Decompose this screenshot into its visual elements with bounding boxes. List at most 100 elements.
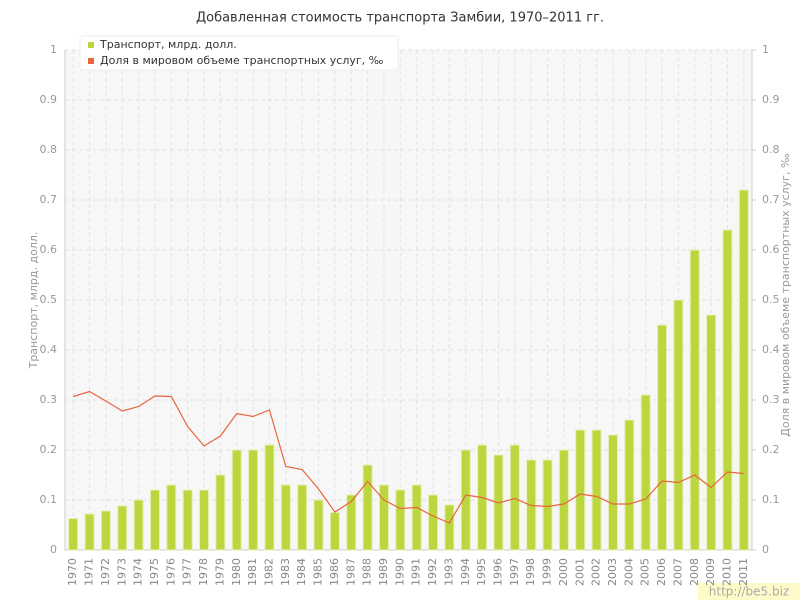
y-tick-label: 0.8 (40, 143, 58, 156)
bar (722, 229, 733, 551)
x-tick-label: 1990 (393, 558, 406, 586)
bar (346, 494, 357, 551)
x-tick-label: 1981 (246, 558, 259, 586)
bar (378, 484, 389, 551)
y2-tick-label: 0.3 (762, 393, 780, 406)
bar (411, 484, 422, 551)
bar (84, 513, 95, 551)
bar (248, 449, 259, 551)
bar (166, 484, 177, 551)
legend: Транспорт, млрд. долл. Доля в мировом объ… (79, 35, 399, 71)
x-tick-label: 1988 (361, 558, 374, 586)
legend-swatch (88, 42, 94, 48)
x-tick-label: 1997 (508, 558, 521, 586)
y-tick-label: 0.9 (40, 93, 58, 106)
watermark-bg (698, 583, 800, 600)
bar (673, 299, 684, 551)
legend-swatch (88, 58, 94, 64)
y-tick-label: 0.2 (40, 443, 58, 456)
bar (264, 444, 275, 551)
y-tick-label: 0.7 (40, 193, 58, 206)
x-tick-label: 2004 (622, 558, 635, 586)
bar (149, 489, 160, 551)
bar (591, 429, 602, 551)
legend-label: Транспорт, млрд. долл. (99, 38, 237, 51)
bar (640, 394, 651, 551)
x-tick-label: 2000 (557, 558, 570, 586)
y2-tick-label: 0.4 (762, 343, 780, 356)
bar (100, 510, 111, 551)
legend-box (79, 35, 399, 71)
y-tick-label: 0.5 (40, 293, 58, 306)
x-tick-label: 1989 (377, 558, 390, 586)
bar (575, 429, 586, 551)
y2-tick-label: 0.9 (762, 93, 780, 106)
bar (280, 484, 291, 551)
x-tick-label: 1987 (344, 558, 357, 586)
bar (706, 314, 717, 551)
y2-tick-label: 0.7 (762, 193, 780, 206)
y2-tick-label: 1 (762, 43, 769, 56)
bar (624, 419, 635, 551)
x-tick-label: 1979 (213, 558, 226, 586)
y2-tick-label: 0.2 (762, 443, 780, 456)
y2-tick-label: 0 (762, 543, 769, 556)
watermark: http://be5.biz (709, 585, 789, 599)
x-tick-label: 2008 (688, 558, 701, 586)
x-tick-label: 1975 (148, 558, 161, 586)
x-tick-label: 1977 (181, 558, 194, 586)
x-tick-label: 1976 (164, 558, 177, 586)
y2-tick-label: 0.1 (762, 493, 780, 506)
line (73, 390, 744, 524)
x-tick-label: 1992 (426, 558, 439, 586)
bar (329, 512, 340, 551)
x-tick-label: 2005 (639, 558, 652, 586)
x-tick-label: 1983 (279, 558, 292, 586)
y-tick-label: 0.4 (40, 343, 58, 356)
x-tick-label: 2007 (671, 558, 684, 586)
x-tick-label: 1978 (197, 558, 210, 586)
bar (444, 504, 455, 551)
bar (509, 444, 520, 551)
y-tick-label: 0 (50, 543, 57, 556)
y-tick-label: 1 (50, 43, 57, 56)
bar (68, 518, 79, 551)
x-tick-label: 2006 (655, 558, 668, 586)
x-tick-label: 1999 (541, 558, 554, 586)
x-tick-label: 2010 (720, 558, 733, 586)
x-tick-label: 2002 (590, 558, 603, 586)
bar (460, 449, 471, 551)
x-tick-label: 2011 (737, 558, 750, 586)
bar (395, 489, 406, 551)
bar (313, 499, 324, 551)
bar (558, 449, 569, 551)
y2-tick-label: 0.8 (762, 143, 780, 156)
x-tick-label: 1982 (262, 558, 275, 586)
y-tick-label: 0.3 (40, 393, 58, 406)
y2-axis-title: Доля в мировом объеме транспортных услуг… (779, 153, 792, 437)
bar (133, 499, 144, 551)
x-tick-label: 2003 (606, 558, 619, 586)
bar (738, 189, 749, 551)
y2-tick-label: 0.5 (762, 293, 780, 306)
x-tick-label: 2001 (573, 558, 586, 586)
bar (182, 489, 193, 551)
x-tick-label: 1974 (132, 558, 145, 586)
x-tick-label: 1998 (524, 558, 537, 586)
bar (542, 459, 553, 551)
bar (117, 505, 128, 551)
bar (657, 324, 668, 551)
x-tick-label: 1973 (115, 558, 128, 586)
bar (607, 434, 618, 551)
x-tick-label: 1980 (230, 558, 243, 586)
bar (689, 249, 700, 551)
y-tick-label: 0.1 (40, 493, 58, 506)
x-tick-label: 1972 (99, 558, 112, 586)
bar (215, 474, 226, 551)
y-axis-title: Транспорт, млрд. долл. (27, 232, 40, 370)
x-tick-label: 1996 (491, 558, 504, 586)
x-tick-label: 1994 (459, 558, 472, 586)
chart-title: Добавленная стоимость транспорта Замбии,… (196, 11, 604, 26)
y2-tick-label: 0.6 (762, 243, 780, 256)
